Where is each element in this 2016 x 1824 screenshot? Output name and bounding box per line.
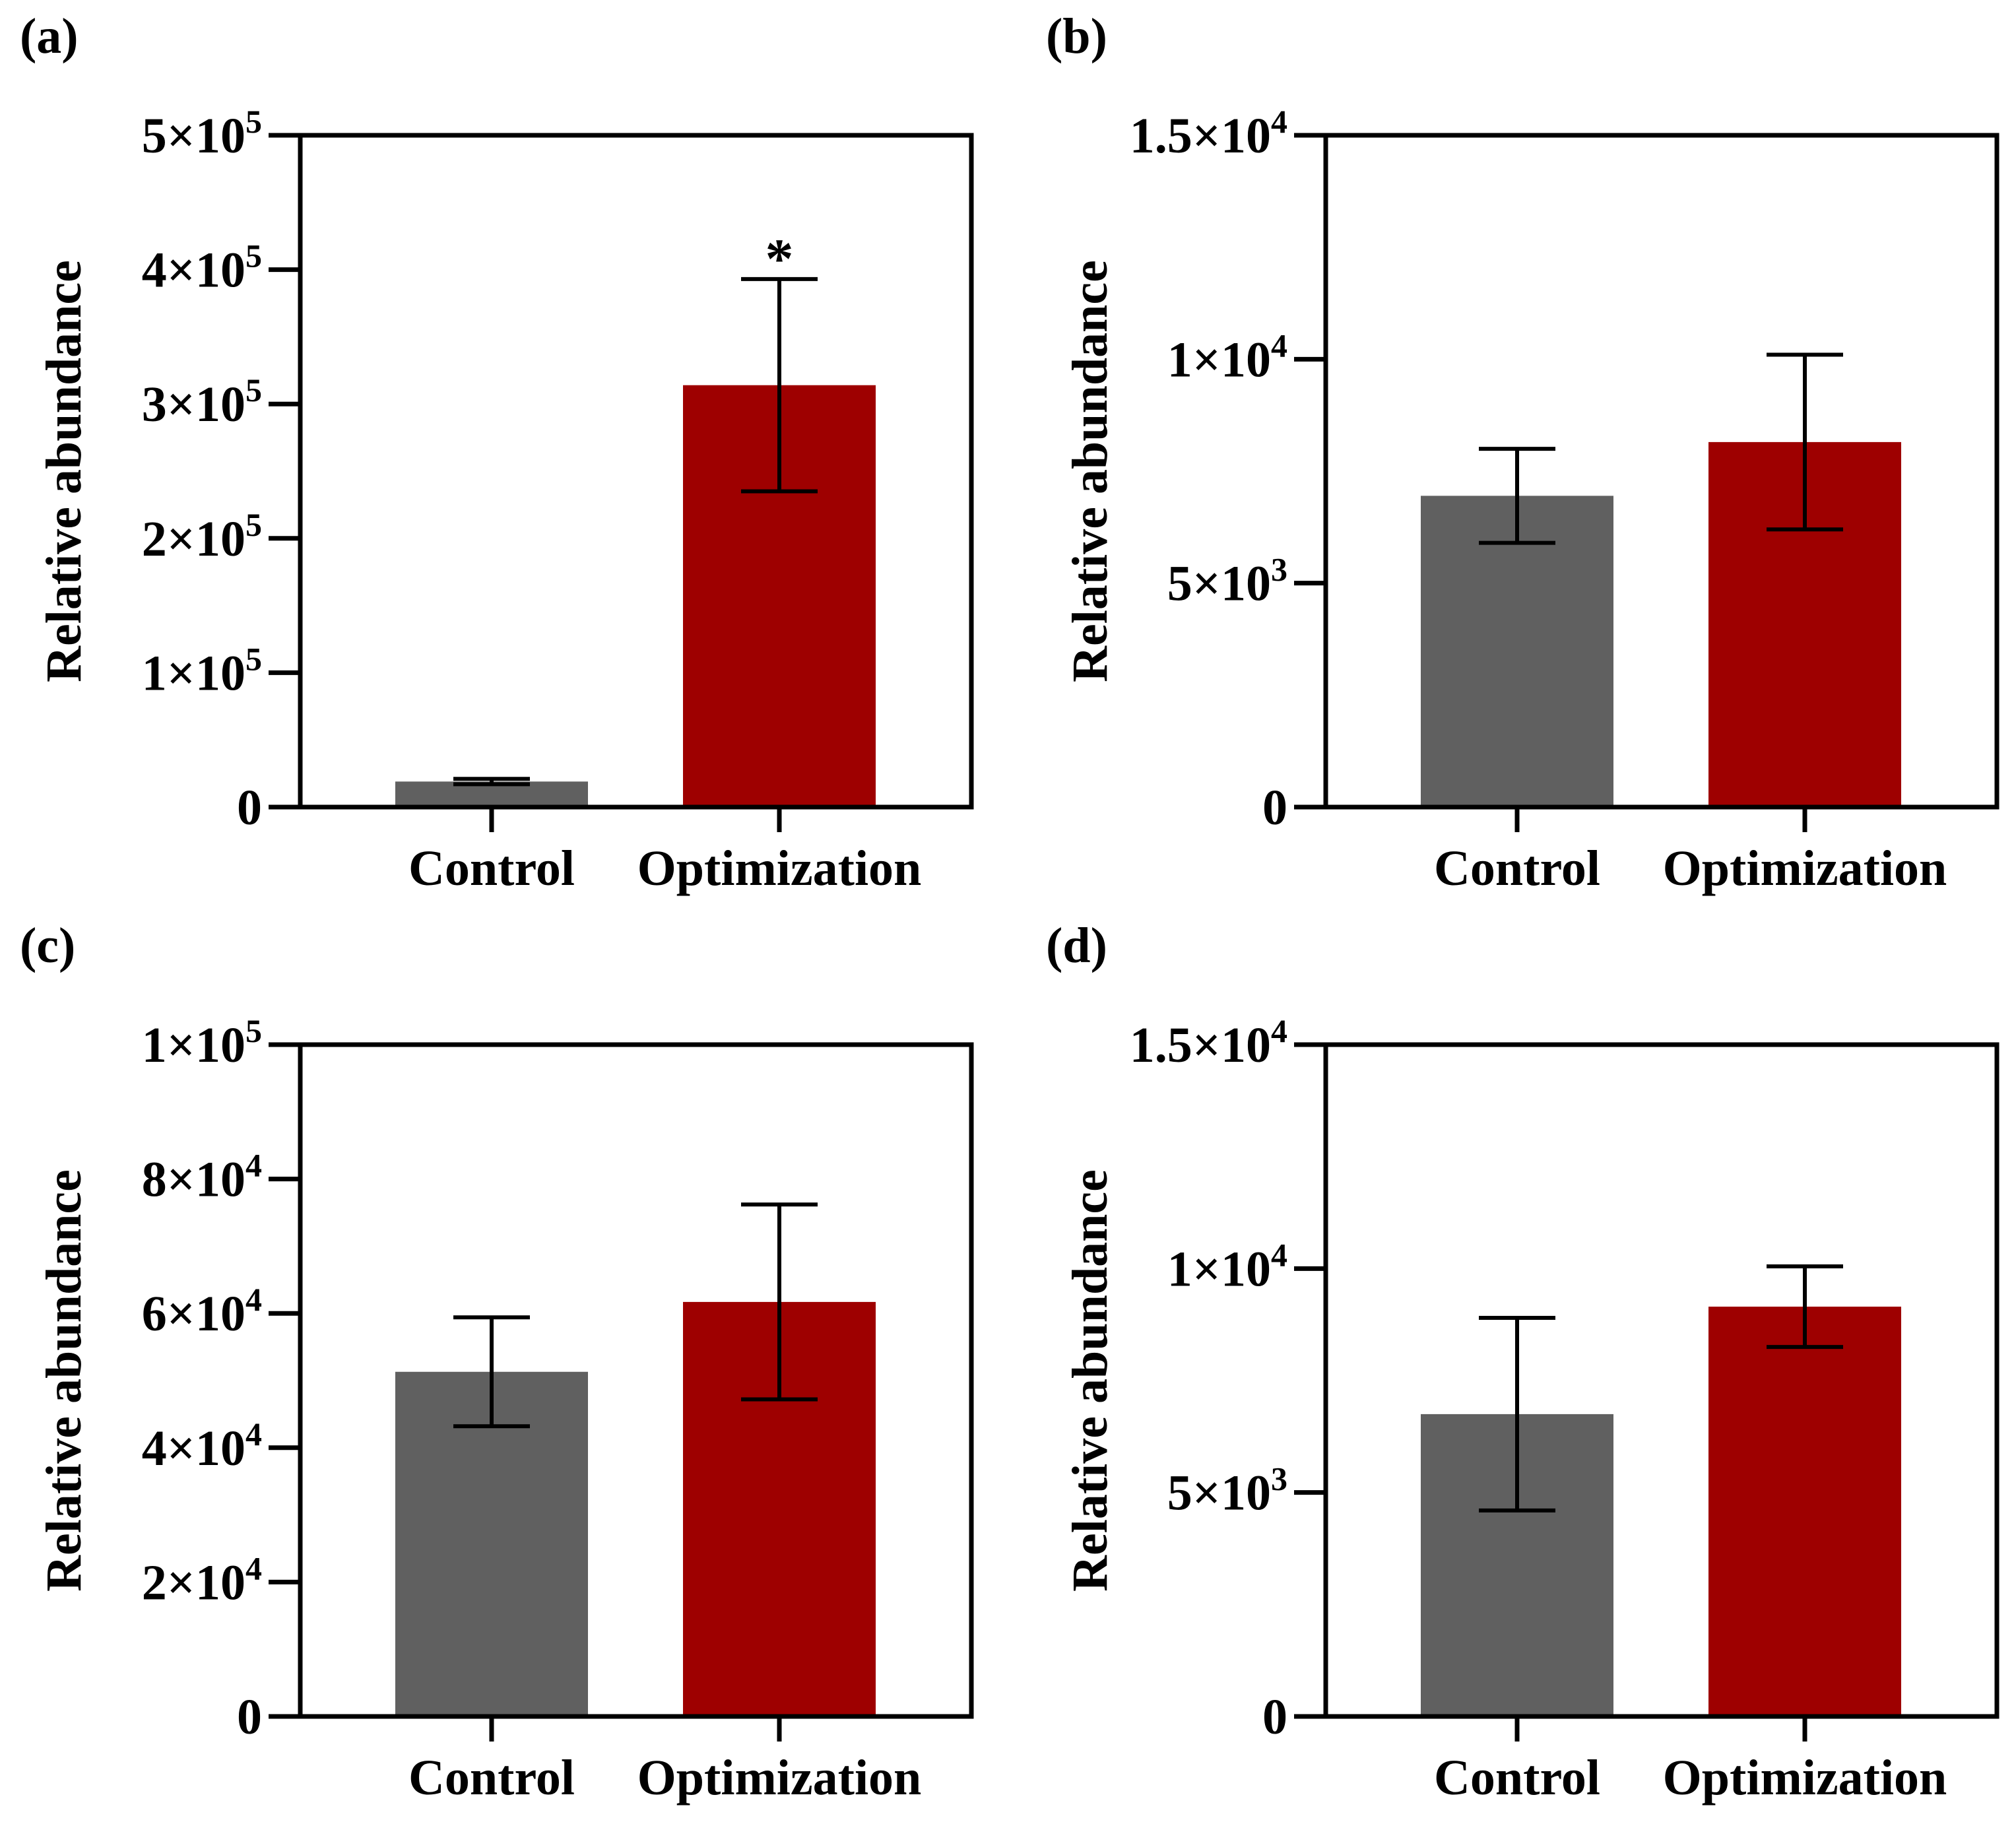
y-tick-label: 6×104 — [142, 1281, 262, 1342]
bar-optimization — [1708, 1307, 1901, 1716]
panel-label: (d) — [1046, 918, 1107, 973]
y-tick-label: 8×104 — [142, 1147, 262, 1208]
y-tick-label: 5×105 — [142, 103, 262, 164]
y-tick-label: 1×104 — [1167, 327, 1287, 387]
panel-c: (c) Relative abundance Control Optimization… — [20, 918, 974, 1806]
y-tick-label: 3×105 — [142, 372, 262, 432]
y-axis-label: Relative abundance — [1062, 1169, 1118, 1592]
y-tick-label: 0 — [237, 1689, 262, 1745]
y-axis-label: Relative abundance — [36, 1169, 92, 1592]
bar-control — [1421, 496, 1613, 807]
x-tick-label-control: Control — [408, 841, 575, 896]
y-tick-label: 5×103 — [1167, 551, 1287, 612]
y-tick-label: 1×104 — [1167, 1236, 1287, 1297]
y-axis-label: Relative abundance — [1062, 260, 1118, 682]
y-tick-label: 1.5×104 — [1130, 103, 1287, 164]
panel-label: (a) — [20, 9, 79, 64]
panel-d: (d) Relative abundance Control Optimization… — [1046, 918, 2000, 1806]
panel-label: (b) — [1046, 9, 1107, 64]
y-tick-label: 0 — [1262, 780, 1287, 835]
y-tick-label: 0 — [1262, 1689, 1287, 1745]
plot-frame — [298, 133, 974, 810]
plot-frame — [1323, 133, 2000, 810]
plot-frame — [1323, 1042, 2000, 1719]
y-tick-label: 5×103 — [1167, 1460, 1287, 1521]
y-tick-label: 1.5×104 — [1130, 1012, 1287, 1073]
y-tick-label: 4×104 — [142, 1416, 262, 1476]
panel-label: (c) — [20, 918, 75, 973]
x-tick-label-control: Control — [408, 1750, 575, 1806]
y-tick-label: 0 — [237, 780, 262, 835]
y-tick-label: 2×104 — [142, 1549, 262, 1610]
x-tick-label-optimization: Optimization — [1663, 841, 1947, 896]
x-tick-label-control: Control — [1434, 841, 1600, 896]
significance-marker: * — [765, 227, 794, 290]
x-tick-label-optimization: Optimization — [1663, 1750, 1947, 1806]
y-tick-label: 2×105 — [142, 506, 262, 567]
bar-control — [395, 1371, 588, 1716]
y-axis-label: Relative abundance — [36, 260, 92, 682]
x-tick-label-optimization: Optimization — [637, 841, 922, 896]
y-tick-label: 1×105 — [142, 1012, 262, 1073]
y-tick-label: 1×105 — [142, 640, 262, 701]
panel-b: (b) Relative abundance Control Optimization… — [1046, 9, 2000, 896]
x-tick-label-optimization: Optimization — [637, 1750, 922, 1806]
x-tick-label-control: Control — [1434, 1750, 1600, 1806]
plot-frame — [298, 1042, 974, 1719]
panel-a: (a) Relative abundance Control Optimization… — [20, 9, 974, 896]
y-tick-label: 4×105 — [142, 238, 262, 298]
